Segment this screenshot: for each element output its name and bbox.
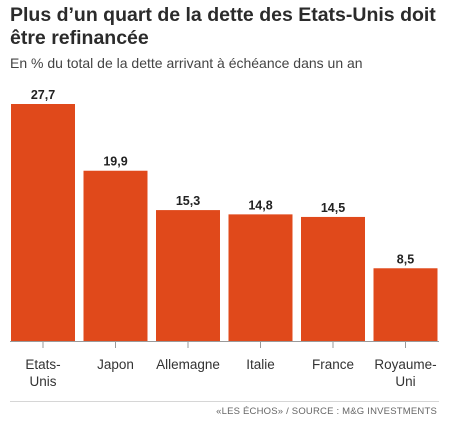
tick-label: France [312,357,354,372]
data-label: 14,5 [321,201,345,215]
bar [301,216,365,341]
source-credit: «LES ÉCHOS» / SOURCE : M&G INVESTMENTS [216,406,437,417]
data-label: 27,7 [31,88,55,102]
tick-label: Royaume- [374,357,436,372]
tick-label: Italie [246,357,275,372]
data-label: 14,8 [248,198,272,212]
bar [83,170,148,341]
data-label: 15,3 [176,194,200,208]
tick-label: Allemagne [156,357,220,372]
footer-divider [10,401,439,402]
bar [156,210,220,341]
bar [228,214,293,341]
tick-label: Unis [29,374,56,389]
bar [11,104,75,341]
data-label: 8,5 [397,252,414,266]
tick-label: Uni [395,374,415,389]
chart-title: Plus d’un quart de la dette des Etats-Un… [10,4,436,49]
data-label: 19,9 [103,155,127,169]
tick-label: Japon [97,357,134,372]
chart-subtitle: En % du total de la dette arrivant à éch… [10,55,363,71]
tick-label: Etats- [25,357,60,372]
bar [373,268,438,341]
